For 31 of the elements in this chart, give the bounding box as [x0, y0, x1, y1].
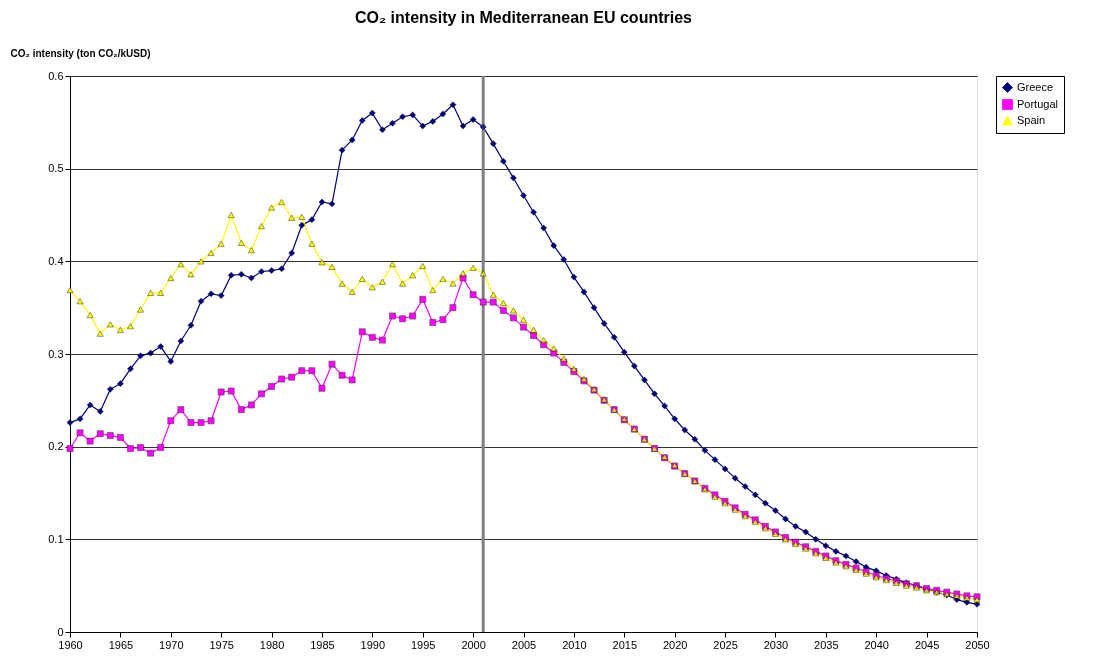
- x-tick-label: 1985: [310, 638, 335, 651]
- x-tick-label: 2000: [461, 638, 486, 651]
- x-tick-label: 2030: [763, 638, 789, 651]
- legend-label: Greece: [1017, 80, 1054, 93]
- x-tick-label: 2050: [965, 638, 990, 651]
- x-tick-label: 1990: [360, 638, 386, 651]
- y-tick-label: 0.2: [48, 440, 64, 453]
- x-tick-label: 2005: [511, 638, 537, 651]
- x-tick-label: 2040: [864, 638, 889, 651]
- y-axis-title: CO₂ intensity (ton CO₂/kUSD): [10, 47, 151, 59]
- chart-title: CO₂ intensity in Mediterranean EU countries: [355, 9, 693, 26]
- x-tick-label: 1965: [108, 638, 134, 651]
- legend-label: Spain: [1017, 113, 1046, 126]
- y-tick-label: 0: [57, 625, 64, 638]
- y-tick-label: 0.1: [48, 532, 64, 545]
- x-tick-label: 2025: [713, 638, 738, 651]
- x-tick-label: 1980: [259, 638, 285, 651]
- x-tick-label: 1960: [58, 638, 83, 651]
- x-tick-label: 2045: [914, 638, 940, 651]
- x-tick-label: 1970: [159, 638, 184, 651]
- y-tick-label: 0.5: [48, 162, 64, 175]
- y-tick-label: 0.3: [48, 347, 64, 360]
- x-tick-label: 2010: [562, 638, 587, 651]
- y-tick-label: 0.6: [48, 69, 64, 82]
- x-tick-label: 2020: [662, 638, 688, 651]
- y-tick-label: 0.4: [48, 254, 64, 267]
- x-tick-label: 1995: [410, 638, 436, 651]
- x-tick-label: 1975: [209, 638, 234, 651]
- x-tick-label: 2035: [814, 638, 839, 651]
- legend-label: Portugal: [1017, 97, 1058, 110]
- x-tick-label: 2015: [612, 638, 638, 651]
